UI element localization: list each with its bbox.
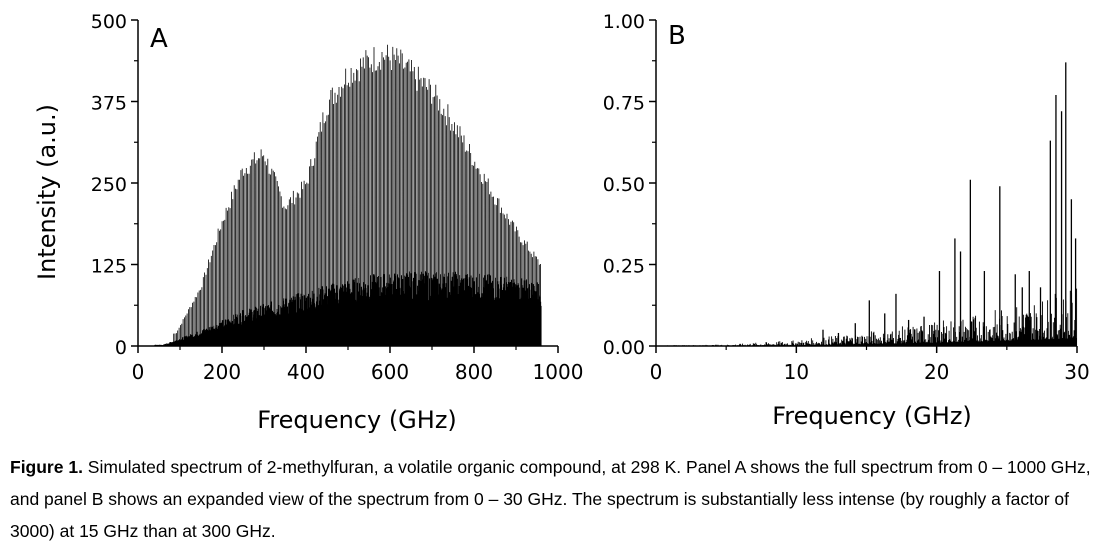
y-tick-label: 375 <box>91 93 127 115</box>
y-tick-label: 0.50 <box>603 174 645 196</box>
x-tick-label: 200 <box>203 360 241 384</box>
caption-text: Simulated spectrum of 2-methylfuran, a v… <box>10 457 1091 541</box>
panel-b: B Frequency (GHz) 0.00 0.25 0.50 0.75 1.00 0 1… <box>603 11 1090 430</box>
x-axis-label-b: Frequency (GHz) <box>772 402 972 430</box>
y-tick-label: 250 <box>91 174 127 196</box>
x-tick-label: 800 <box>455 360 493 384</box>
caption-label: Figure 1. <box>10 457 83 477</box>
x-tick-label: 10 <box>784 360 809 384</box>
figure-panels: A Intensity (a.u.) Frequency (GHz) 0 125 2… <box>33 11 1090 434</box>
y-axis-label: Intensity (a.u.) <box>33 104 61 280</box>
panel-a: A Intensity (a.u.) Frequency (GHz) 0 125 2… <box>33 11 583 434</box>
panel-a-label: A <box>150 24 168 54</box>
y-tick-label: 125 <box>91 256 127 278</box>
y-tick-label: 0.00 <box>603 337 645 359</box>
y-tick-label: 0 <box>115 337 127 359</box>
x-tick-label: 20 <box>924 360 949 384</box>
y-tick-label: 500 <box>91 11 127 33</box>
y-tick-label: 0.25 <box>603 256 645 278</box>
y-tick-label: 1.00 <box>603 11 645 33</box>
x-tick-label: 0 <box>650 360 663 384</box>
panel-b-label: B <box>668 21 686 51</box>
x-axis-label-a: Frequency (GHz) <box>257 406 457 434</box>
x-tick-label: 400 <box>287 360 325 384</box>
b-type-spectral-lines <box>154 271 542 346</box>
x-tick-label: 30 <box>1064 360 1089 384</box>
weak-spectral-lines <box>656 288 1078 346</box>
x-tick-label: 1000 <box>533 360 584 384</box>
x-tick-label: 600 <box>371 360 409 384</box>
figure-caption: Figure 1. Simulated spectrum of 2-methyl… <box>10 451 1100 547</box>
y-tick-label: 0.75 <box>603 93 645 115</box>
x-tick-label: 0 <box>132 360 145 384</box>
